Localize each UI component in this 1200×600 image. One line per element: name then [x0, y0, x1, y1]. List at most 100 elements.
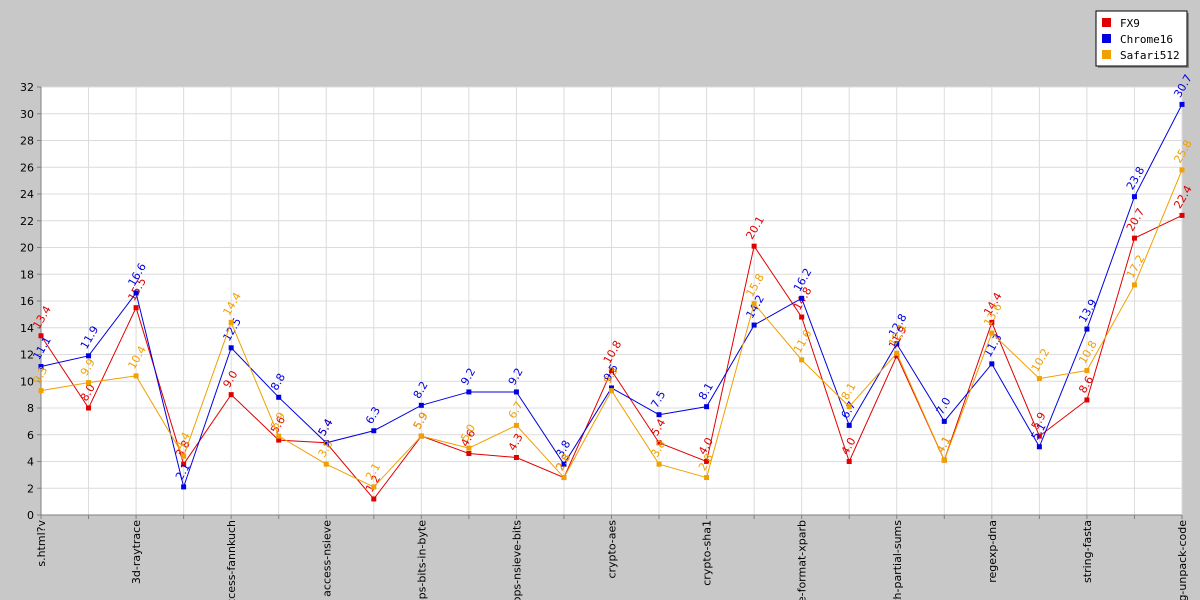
data-point	[609, 388, 614, 394]
data-point	[751, 243, 757, 249]
data-point	[609, 385, 614, 391]
data-point	[181, 453, 187, 459]
data-point	[751, 322, 757, 328]
data-point	[1036, 433, 1042, 439]
x-tick-label: bitops-bits-in-byte	[415, 520, 428, 600]
x-tick-label: 3d-raytrace	[130, 520, 143, 584]
y-tick-label: 14	[20, 322, 34, 335]
x-tick-label: crypto-sha1	[701, 520, 714, 586]
data-point	[941, 457, 947, 463]
data-point	[894, 341, 900, 347]
data-point	[1179, 167, 1185, 173]
x-tick-label: math-partial-sums	[891, 520, 904, 600]
x-tick-label: access-fannkuch	[225, 520, 238, 600]
legend-item-label: Safari512	[1120, 49, 1180, 62]
data-point	[704, 459, 710, 464]
data-point	[751, 301, 757, 307]
data-point	[656, 412, 662, 418]
data-point	[466, 445, 472, 451]
data-point	[989, 319, 995, 325]
data-point	[799, 314, 805, 320]
y-tick-label: 22	[20, 215, 34, 228]
data-point	[133, 373, 139, 379]
data-point	[323, 440, 329, 446]
legend-swatch	[1102, 18, 1111, 27]
data-point	[894, 350, 900, 356]
data-point	[181, 484, 187, 490]
y-tick-label: 8	[27, 402, 34, 415]
y-tick-label: 12	[20, 349, 34, 362]
data-point	[418, 433, 424, 439]
data-point	[513, 422, 519, 428]
data-point	[418, 402, 424, 408]
y-tick-label: 2	[27, 482, 34, 495]
data-point	[513, 389, 519, 395]
y-tick-label: 32	[20, 81, 34, 94]
data-point	[846, 459, 852, 464]
data-point	[276, 394, 282, 400]
data-point	[228, 319, 234, 325]
y-tick-label: 16	[20, 295, 34, 308]
data-point	[513, 454, 519, 460]
data-point	[1131, 235, 1137, 241]
data-point	[371, 496, 377, 502]
x-tick-label: string-fasta	[1081, 520, 1094, 583]
x-tick-label: access-nsieve	[320, 520, 333, 597]
data-point	[181, 461, 187, 467]
y-tick-label: 24	[20, 188, 34, 201]
y-tick-label: 4	[27, 456, 34, 469]
data-point	[276, 433, 282, 439]
data-point	[1084, 368, 1090, 374]
data-point	[656, 461, 662, 467]
data-point	[799, 357, 805, 363]
data-point	[1179, 212, 1185, 218]
data-point	[276, 437, 282, 443]
grid	[40, 86, 1183, 516]
legend-item-label: FX9	[1120, 17, 1140, 30]
x-tick-label: bitops-nsieve-bits	[510, 520, 523, 600]
data-point	[1131, 194, 1137, 200]
data-point	[846, 422, 852, 428]
data-point	[371, 484, 377, 490]
data-point	[561, 461, 567, 467]
data-point	[371, 428, 377, 434]
legend-swatch	[1102, 50, 1111, 59]
legend-box	[1095, 10, 1188, 67]
data-point	[86, 405, 92, 411]
y-tick-label: 0	[27, 509, 34, 522]
y-tick-label: 10	[20, 375, 34, 388]
data-point	[1179, 101, 1185, 107]
data-point	[561, 475, 567, 481]
data-point	[133, 290, 139, 296]
data-point	[656, 440, 662, 446]
data-point	[38, 388, 44, 394]
data-point	[1084, 397, 1090, 403]
x-tick-label: regexp-dna	[986, 520, 999, 583]
data-point	[466, 389, 472, 395]
legend-item-label: Chrome16	[1120, 33, 1173, 46]
data-point	[86, 380, 92, 386]
data-point	[133, 305, 139, 311]
data-point	[38, 364, 44, 370]
data-point	[1131, 282, 1137, 288]
data-point	[228, 392, 234, 398]
data-point	[323, 461, 329, 467]
y-tick-label: 6	[27, 429, 34, 442]
data-point	[1036, 376, 1042, 382]
y-tick-label: 18	[20, 268, 34, 281]
data-point	[1036, 444, 1042, 450]
legend-swatch	[1102, 34, 1111, 43]
data-point	[228, 345, 234, 351]
data-point	[38, 333, 44, 339]
data-point	[86, 353, 92, 359]
y-tick-label: 28	[20, 135, 34, 148]
data-point	[1084, 326, 1090, 332]
legend: FX9 Chrome16 Safari512	[1095, 10, 1189, 68]
data-point	[799, 295, 805, 301]
data-point	[466, 450, 472, 456]
x-tick-label: crypto-aes	[606, 520, 619, 579]
data-point	[989, 361, 995, 367]
data-point	[989, 330, 995, 336]
